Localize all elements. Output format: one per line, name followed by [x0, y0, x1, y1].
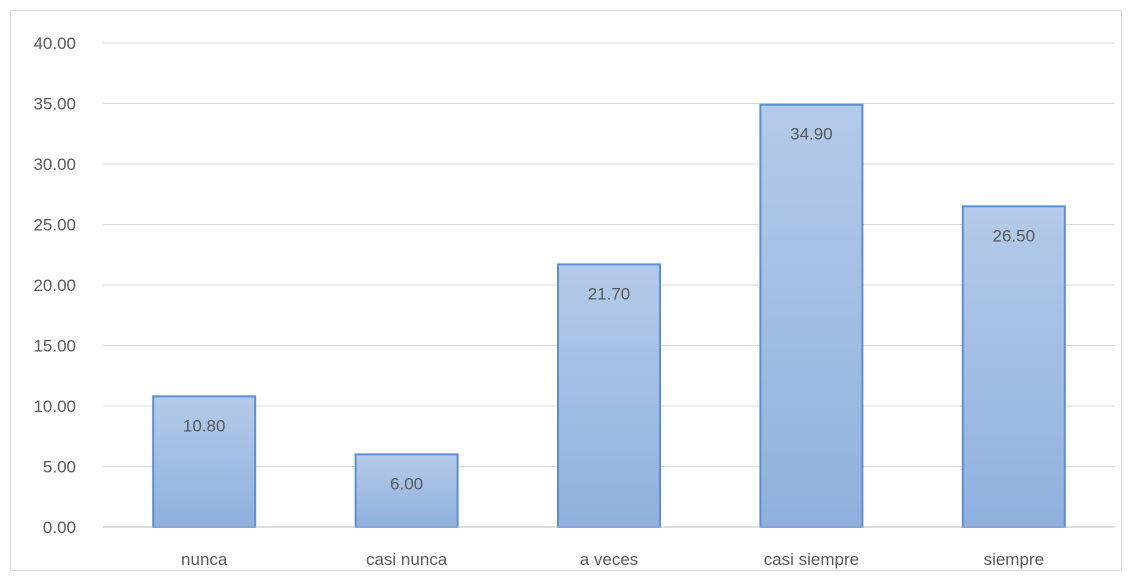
data-label: 6.00	[390, 474, 423, 493]
y-tick-label: 30.00	[33, 155, 76, 174]
y-tick-label: 5.00	[43, 458, 76, 477]
x-category-label: siempre	[984, 550, 1044, 569]
y-tick-label: 20.00	[33, 276, 76, 295]
bar	[354, 453, 459, 528]
x-axis-categories: nunca casi nunca a veces casi siempre siempr…	[181, 550, 1044, 569]
bar	[961, 205, 1066, 528]
y-tick-label: 35.00	[33, 95, 76, 114]
data-label: 21.70	[588, 284, 631, 303]
y-tick-label: 25.00	[33, 216, 76, 235]
data-labels: 10.80 6.00 21.70 34.90 26.50	[183, 125, 1035, 494]
data-label: 26.50	[993, 226, 1036, 245]
y-tick-label: 15.00	[33, 337, 76, 356]
y-tick-label: 40.00	[33, 34, 76, 53]
data-label: 10.80	[183, 416, 226, 435]
gridlines	[103, 42, 1115, 467]
y-tick-label: 10.00	[33, 397, 76, 416]
y-axis-ticks: 0.00 5.00 10.00 15.00 20.00 25.00 30.00 35.00 40…	[33, 34, 76, 537]
y-tick-label: 0.00	[43, 518, 76, 537]
data-label: 34.90	[790, 125, 833, 144]
x-category-label: casi siempre	[764, 550, 859, 569]
x-category-label: casi nunca	[366, 550, 448, 569]
x-category-label: nunca	[181, 550, 228, 569]
bars	[152, 103, 1066, 529]
x-category-label: a veces	[580, 550, 639, 569]
bar	[759, 103, 864, 529]
bar	[557, 263, 661, 528]
